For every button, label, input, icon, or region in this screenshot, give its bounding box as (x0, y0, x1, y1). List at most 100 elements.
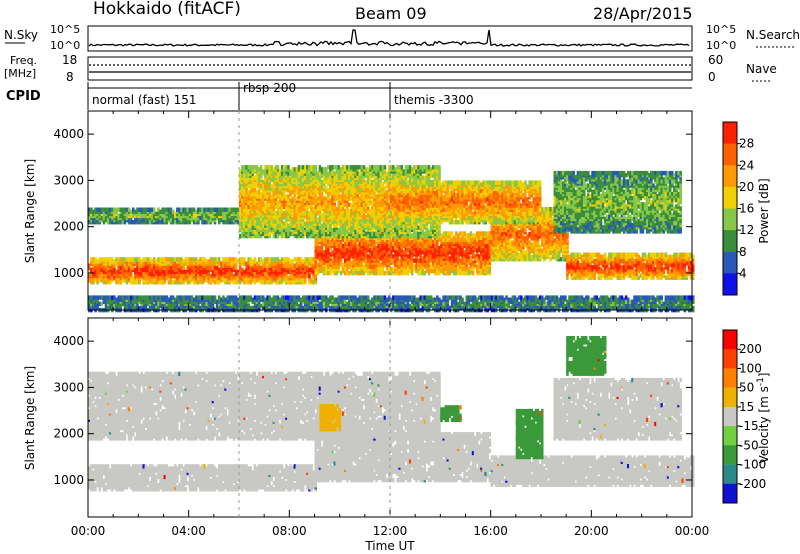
power-cell (243, 269, 246, 275)
power-cell (113, 263, 116, 268)
power-cell (218, 276, 221, 281)
nsky-panel (87, 25, 693, 52)
power-cell (283, 267, 286, 273)
power-cell (301, 259, 305, 264)
power-cell (211, 257, 215, 262)
power-cell (197, 273, 200, 279)
power-cell (96, 259, 99, 264)
nsky-trace (88, 29, 690, 47)
power-cell (224, 263, 227, 268)
power-cell (129, 265, 133, 270)
nsearch-tick-low: 10^0 (706, 39, 736, 52)
nsky-tick-low: 10^0 (50, 39, 80, 52)
power-cell (121, 269, 125, 275)
power-cell (148, 271, 152, 277)
nave-tick-low: 0 (708, 70, 716, 84)
power-cell (266, 257, 269, 262)
power-cell (249, 257, 252, 262)
power-cell (197, 259, 200, 264)
power-cell (134, 280, 137, 285)
power-cell (132, 257, 135, 262)
power-cell (205, 259, 208, 264)
power-cell (243, 257, 246, 262)
power-cell (195, 276, 198, 281)
power-cell (111, 257, 114, 262)
power-cell (167, 269, 171, 275)
power-cell (195, 257, 198, 262)
power-cell (182, 259, 185, 264)
power-cell (488, 268, 492, 274)
power-cell (295, 278, 299, 283)
power-cell (241, 267, 244, 273)
power-cell (218, 257, 221, 262)
power-cell (239, 280, 242, 285)
power-cell (603, 252, 607, 257)
power-cell (230, 271, 234, 277)
power-cell (304, 278, 307, 283)
power-cell (142, 271, 145, 277)
power-cell (144, 257, 148, 262)
power-cell (304, 273, 307, 279)
power-cell (192, 267, 196, 273)
power-cell (134, 267, 137, 273)
power-cell (289, 263, 292, 268)
power-cell (167, 280, 171, 285)
power-cell (174, 257, 177, 262)
power-cell (184, 257, 187, 262)
nave-label: Nave (746, 62, 777, 76)
power-cell (255, 261, 259, 266)
power-cell (276, 257, 280, 262)
power-cell (236, 259, 240, 264)
power-cell (123, 271, 127, 277)
power-cell (190, 261, 194, 266)
power-cell (178, 257, 181, 262)
power-cell (109, 280, 112, 285)
power-cell (188, 257, 192, 262)
power-cell (245, 261, 248, 266)
power-cell (102, 280, 106, 285)
nsearch-label: N.Search (746, 28, 800, 42)
power-cell (222, 257, 225, 262)
cpid-segment-label: normal (fast) 151 (92, 93, 196, 107)
power-cell (140, 267, 143, 273)
power-cell (88, 273, 91, 279)
power-cell (134, 257, 137, 262)
power-cell (148, 257, 152, 262)
power-cell (178, 278, 181, 283)
power-cell (144, 265, 148, 270)
power-cell (169, 265, 173, 270)
power-cell (253, 271, 257, 277)
power-cell (270, 261, 273, 266)
power-cell (165, 276, 169, 281)
power-cell (132, 276, 135, 281)
power-cell (241, 257, 244, 262)
power-cell (228, 276, 231, 281)
power-cell (121, 263, 125, 268)
power-cell (213, 269, 217, 275)
power-cell (159, 276, 162, 281)
power-cell (100, 257, 104, 262)
power-cell (299, 257, 303, 262)
power-cell (314, 245, 317, 251)
power-cell (285, 263, 288, 268)
power-cell (142, 257, 145, 262)
freq-unit: [MHz] (4, 67, 36, 80)
power-cell (88, 263, 91, 268)
power-cell (113, 259, 116, 264)
power-cell (92, 257, 95, 262)
power-cell (287, 165, 290, 170)
power-cell (192, 257, 196, 262)
power-cell (226, 257, 229, 262)
power-cell (102, 257, 106, 262)
power-cell (220, 261, 223, 266)
power-cell (297, 257, 301, 262)
power-cell (150, 269, 154, 275)
power-cell (280, 273, 284, 279)
power-cell (264, 257, 267, 262)
power-cell (308, 267, 311, 273)
freq-tick-low: 8 (66, 70, 74, 84)
power-cell (215, 271, 219, 277)
power-cell (163, 257, 166, 262)
power-cell (249, 267, 252, 273)
